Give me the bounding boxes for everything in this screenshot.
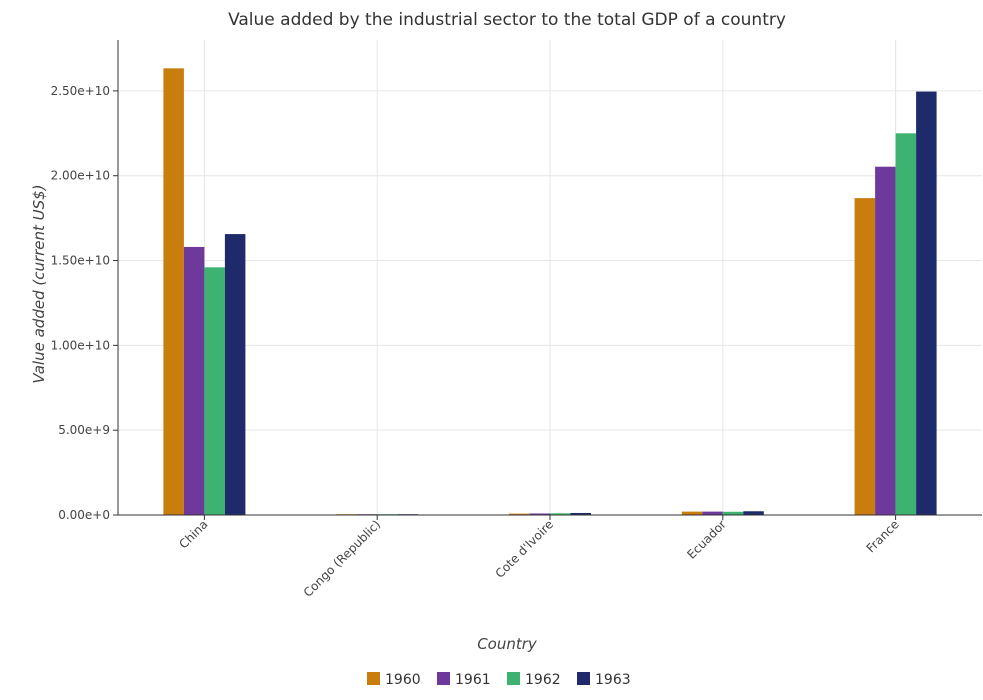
bar-france-1963 bbox=[916, 91, 937, 516]
bar-china-1963 bbox=[224, 234, 246, 516]
bar-ecuador-1960 bbox=[681, 511, 703, 515]
legend-label-1961: 1961 bbox=[455, 672, 491, 688]
legend-label-1962: 1962 bbox=[525, 672, 561, 688]
y-tick-label: 1.00e+10 bbox=[51, 338, 110, 352]
legend-swatch-1963 bbox=[577, 672, 590, 685]
x-tick-label-china: China bbox=[176, 517, 210, 551]
x-tick-label-cote-d-ivoire: Cote d'Ivoire bbox=[493, 517, 557, 581]
bar-ecuador-1962 bbox=[722, 511, 744, 515]
legend-label-1960: 1960 bbox=[385, 672, 421, 688]
bar-france-1961 bbox=[875, 166, 896, 516]
bar-cote-d-ivoire-1962 bbox=[550, 513, 571, 515]
legend: 1960 1961 1962 1963 bbox=[367, 672, 631, 688]
x-tick-label-congo-republic: Congo (Republic) bbox=[301, 517, 384, 600]
chart-title: Value added by the industrial sector to … bbox=[228, 10, 786, 30]
y-tick-label: 0.00e+0 bbox=[58, 508, 110, 522]
grid-lines bbox=[118, 40, 982, 516]
legend-swatch-1961 bbox=[437, 672, 450, 685]
x-tick-label-france: France bbox=[864, 517, 902, 555]
axes: 0.00e+0 5.00e+9 1.00e+10 1.50e+10 2.00e+10 2.… bbox=[51, 40, 982, 600]
bar-china-1962 bbox=[204, 267, 225, 515]
bar-cote-d-ivoire-1961 bbox=[529, 513, 550, 515]
y-axis-title: Value added (current US$) bbox=[30, 184, 48, 383]
bar-china-1960 bbox=[163, 68, 184, 516]
bar-france-1960 bbox=[854, 198, 876, 515]
bar-cote-d-ivoire-1960 bbox=[509, 513, 530, 515]
bar-france-1962 bbox=[895, 133, 917, 515]
legend-swatch-1962 bbox=[507, 672, 520, 685]
bars bbox=[163, 68, 937, 516]
bar-ecuador-1961 bbox=[702, 511, 723, 515]
y-tick-label: 2.50e+10 bbox=[51, 84, 110, 98]
bar-china-1961 bbox=[183, 246, 205, 515]
y-tick-label: 1.50e+10 bbox=[51, 254, 110, 268]
y-tick-label: 2.00e+10 bbox=[51, 169, 110, 183]
x-tick-label-ecuador: Ecuador bbox=[684, 517, 729, 562]
y-tick-label: 5.00e+9 bbox=[58, 423, 110, 437]
x-axis-title: Country bbox=[477, 635, 538, 653]
bar-cote-d-ivoire-1963 bbox=[570, 512, 591, 515]
bar-ecuador-1963 bbox=[743, 511, 764, 515]
legend-label-1963: 1963 bbox=[595, 672, 631, 688]
legend-swatch-1960 bbox=[367, 672, 380, 685]
